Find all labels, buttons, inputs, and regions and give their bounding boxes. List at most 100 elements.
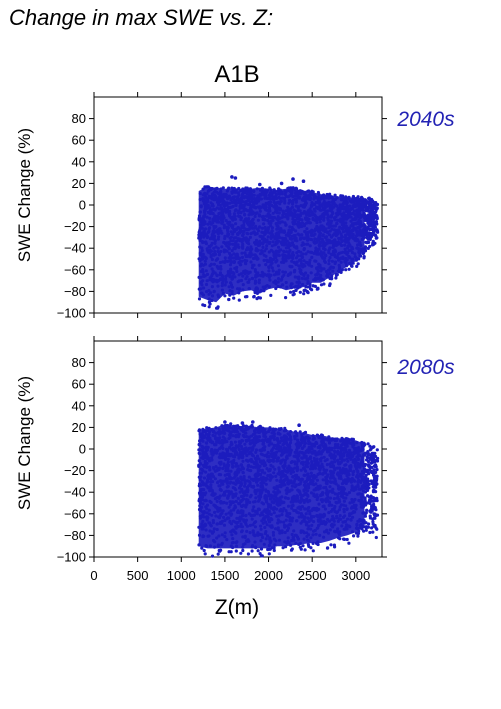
x-axis-title: Z(m) xyxy=(215,596,259,619)
data-point xyxy=(371,485,375,489)
data-point xyxy=(366,525,370,529)
data-point xyxy=(329,543,333,547)
data-point xyxy=(207,305,211,309)
data-point xyxy=(372,516,376,520)
data-point xyxy=(239,551,243,555)
data-point xyxy=(210,554,215,558)
y-tick-label: −100 xyxy=(57,306,86,321)
data-point xyxy=(243,295,248,299)
data-point xyxy=(301,544,305,548)
data-point xyxy=(374,485,378,489)
data-point xyxy=(291,293,295,297)
outlier-point xyxy=(291,177,295,181)
data-point xyxy=(370,481,374,486)
data-point xyxy=(227,297,231,302)
data-point xyxy=(344,268,348,272)
data-point xyxy=(375,222,379,226)
data-point xyxy=(315,287,319,291)
data-point xyxy=(365,508,369,512)
data-point xyxy=(371,522,375,526)
outlier-point xyxy=(301,179,306,183)
data-point xyxy=(307,544,311,549)
data-point xyxy=(334,276,338,280)
data-point xyxy=(246,552,250,556)
data-point xyxy=(215,306,219,310)
data-point xyxy=(257,296,261,300)
y-axis-title-bottom: SWE Change (%) xyxy=(15,376,34,510)
data-point xyxy=(375,468,379,472)
data-point xyxy=(366,442,370,446)
data-point xyxy=(362,256,366,260)
y-tick-label: −60 xyxy=(64,262,86,277)
data-point xyxy=(298,290,302,294)
data-point xyxy=(368,235,373,239)
y-tick-label: −80 xyxy=(64,284,86,299)
data-point xyxy=(201,303,205,307)
data-point xyxy=(368,211,372,215)
data-point xyxy=(202,548,206,553)
outlier-point xyxy=(279,181,284,186)
data-point xyxy=(364,475,368,479)
y-tick-label: 0 xyxy=(79,198,86,213)
scenario-title: A1B xyxy=(214,61,259,88)
scatter-points xyxy=(197,420,380,558)
data-point xyxy=(372,473,376,477)
data-point xyxy=(372,225,376,229)
data-point xyxy=(369,203,373,207)
data-point xyxy=(306,285,310,289)
data-point xyxy=(352,534,356,538)
data-point xyxy=(372,213,376,217)
data-point xyxy=(291,186,295,190)
data-point xyxy=(368,206,372,210)
data-point xyxy=(374,210,378,214)
data-point xyxy=(290,547,294,551)
data-point xyxy=(368,444,372,448)
data-point xyxy=(375,206,379,210)
data-point xyxy=(328,276,332,281)
data-point xyxy=(311,284,315,288)
data-point xyxy=(338,537,342,541)
data-point xyxy=(316,542,320,547)
data-point xyxy=(200,546,204,550)
outlier-point xyxy=(233,176,238,180)
data-point xyxy=(366,459,370,464)
data-point xyxy=(366,246,370,250)
data-point xyxy=(354,531,358,535)
data-point xyxy=(303,548,307,552)
data-point xyxy=(334,273,339,277)
data-point xyxy=(268,186,272,190)
data-point xyxy=(347,541,351,545)
data-point xyxy=(372,206,376,211)
data-point xyxy=(371,530,375,534)
data-point xyxy=(203,552,207,556)
data-point xyxy=(366,463,370,467)
data-point xyxy=(229,422,233,426)
data-point xyxy=(216,552,220,556)
data-point xyxy=(372,445,376,449)
y-tick-label: 80 xyxy=(72,111,86,126)
data-point xyxy=(319,283,324,287)
data-point xyxy=(350,264,354,268)
data-point xyxy=(375,513,380,517)
data-point xyxy=(368,227,372,232)
data-point xyxy=(232,296,236,300)
data-point xyxy=(306,291,310,295)
y-tick-label: 20 xyxy=(72,176,86,191)
data-point xyxy=(288,290,293,294)
data-point xyxy=(373,203,377,207)
data-point xyxy=(369,479,373,483)
data-point xyxy=(269,293,273,297)
data-point xyxy=(355,264,359,268)
data-point xyxy=(197,297,202,301)
data-point xyxy=(207,300,211,304)
data-point xyxy=(365,215,369,219)
data-point xyxy=(267,552,271,556)
data-point xyxy=(234,549,238,553)
data-point xyxy=(375,216,379,221)
data-point xyxy=(287,186,291,190)
data-point xyxy=(342,537,347,542)
data-point xyxy=(252,294,256,299)
